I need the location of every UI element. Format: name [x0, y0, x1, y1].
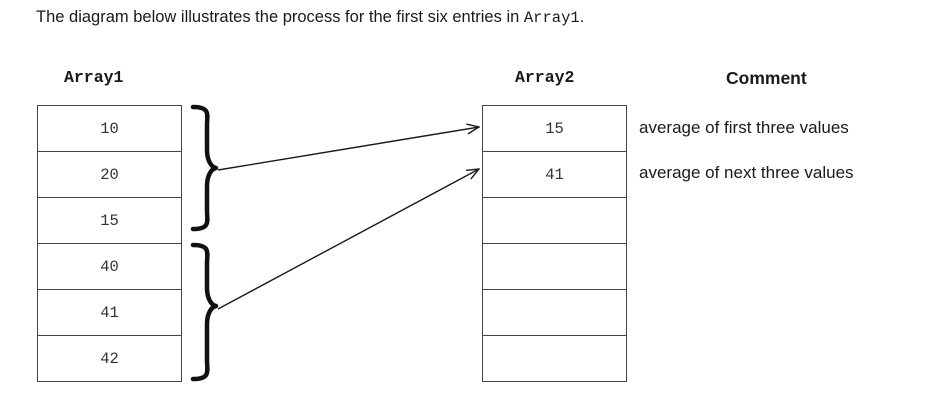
comment-title: Comment — [726, 68, 807, 88]
array1-cell: 10 — [37, 106, 182, 152]
array2-cell — [482, 198, 627, 244]
array1-title: Array1 — [64, 68, 124, 87]
array2-cell: 15 — [482, 106, 627, 152]
array2-cell: 41 — [482, 152, 627, 198]
array2-table: 15 41 — [482, 105, 627, 382]
array2-title: Array2 — [515, 68, 575, 87]
intro-text-before: The diagram below illustrates the proces… — [36, 8, 524, 26]
array2-cell — [482, 336, 627, 382]
array1-cell: 20 — [37, 152, 182, 198]
intro-text-after: . — [579, 8, 585, 26]
array1-cell: 40 — [37, 244, 182, 290]
array1-table: 10 20 15 40 41 42 — [37, 105, 182, 382]
comment-row-1: average of first three values — [639, 118, 849, 137]
array1-cell: 15 — [37, 198, 182, 244]
array1-cell: 42 — [37, 336, 182, 382]
brace-top — [190, 104, 219, 232]
intro-code-array1: Array1 — [523, 9, 580, 27]
brace-bottom — [190, 242, 219, 382]
intro-text: The diagram below illustrates the proces… — [36, 8, 584, 27]
arrow-to-first-average — [217, 127, 479, 171]
array2-cell — [482, 244, 627, 290]
arrow-to-second-average — [217, 169, 479, 310]
comment-row-2: average of next three values — [639, 163, 854, 182]
array2-cell — [482, 290, 627, 336]
array1-cell: 41 — [37, 290, 182, 336]
